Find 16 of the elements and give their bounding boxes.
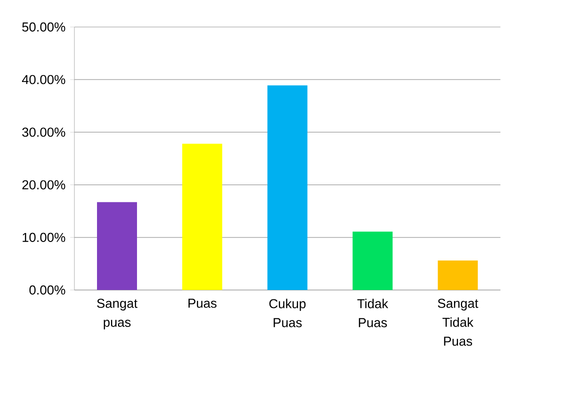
- x-tick-label: Tidak Puas: [357, 298, 388, 328]
- x-tick-label: Puas: [188, 298, 216, 308]
- y-tick-label: 30.00%: [22, 128, 66, 137]
- bar: [97, 202, 138, 290]
- y-tick-label: 20.00%: [22, 180, 66, 190]
- bar: [267, 85, 308, 290]
- y-tick-label: 10.00%: [22, 232, 66, 242]
- bar: [182, 144, 222, 290]
- y-tick-label: 40.00%: [22, 75, 66, 84]
- x-tick-label: Cukup Puas: [269, 298, 306, 328]
- x-tick-label: Sangat Tidak Puas: [438, 298, 478, 346]
- x-tick-label: Sangat puas: [97, 298, 138, 330]
- y-tick-label: 50.00%: [22, 22, 66, 32]
- y-tick-label: 0.00%: [29, 285, 66, 295]
- bar: [438, 260, 478, 290]
- bar: [352, 232, 393, 290]
